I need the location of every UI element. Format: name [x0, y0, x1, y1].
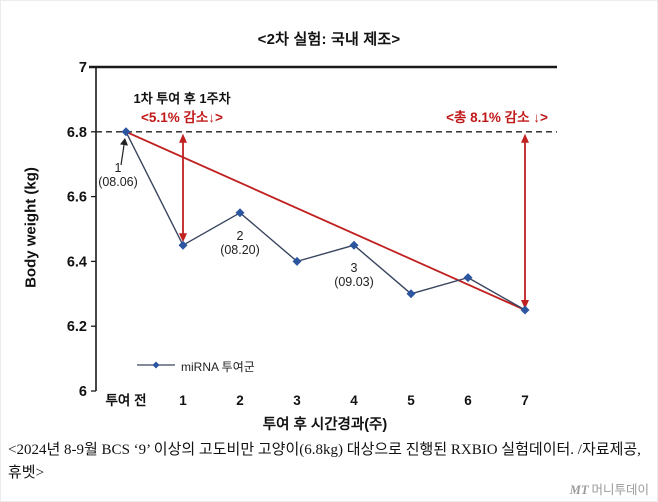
x-tick-label: 투여 전 [105, 392, 146, 408]
point-label-date: (08.06) [98, 175, 138, 189]
x-tick-label: 5 [407, 393, 415, 408]
data-point-marker [520, 305, 530, 315]
y-tick-label: 6.2 [67, 319, 87, 335]
decrease-arrow-week7-head-bottom [521, 300, 529, 309]
legend-label: miRNA 투여군 [181, 360, 255, 374]
data-point-marker [463, 273, 473, 283]
point-label-number: 3 [351, 261, 358, 275]
y-tick-label: 6.8 [67, 125, 87, 141]
y-axis-label: Body weight (kg) [22, 167, 40, 288]
trend-line [125, 130, 526, 311]
point-label-number: 1 [115, 161, 122, 175]
annotation-drop-total-8-1-percent: <총 8.1% 감소 ↓> [446, 110, 548, 125]
data-point-marker [235, 208, 245, 218]
x-tick-label: 4 [350, 393, 358, 408]
y-tick-label: 6.6 [67, 190, 87, 206]
photo-caption: <2024년 8-9월 BCS ‘9’ 이상의 고도비만 고양이(6.8kg) … [8, 442, 641, 481]
first-point-arrow-line [120, 144, 125, 166]
x-tick-label: 2 [236, 393, 244, 408]
decrease-arrow-week7-head-top [521, 133, 529, 143]
x-tick-label: 7 [521, 393, 529, 408]
point-label-date: (09.03) [334, 275, 374, 289]
decrease-arrow-week1-head-top [179, 133, 187, 143]
legend-marker [152, 361, 160, 369]
chart-title: <2차 실험: 국내 제조> [257, 31, 401, 48]
y-tick-label: 6.4 [67, 254, 87, 270]
data-point-marker [349, 240, 359, 250]
annotation-drop-5-1-percent: <5.1% 감소↓> [141, 110, 223, 125]
watermark-text: 머니투데이 [591, 483, 649, 497]
annotation-week1-note: 1차 투여 후 1주차 [133, 91, 231, 106]
decrease-arrow-week1-head-bottom [179, 233, 187, 243]
data-point-marker [178, 240, 188, 250]
y-tick-label: 7 [79, 60, 87, 76]
data-point-marker [292, 256, 302, 266]
x-tick-label: 3 [293, 393, 301, 408]
data-point-marker [406, 289, 416, 299]
x-axis-label: 투여 후 시간경과(주) [262, 417, 388, 433]
data-point-marker [121, 127, 131, 137]
watermark: MT 머니투데이 [570, 479, 649, 498]
point-label-date: (08.20) [220, 243, 260, 257]
x-tick-label: 1 [179, 393, 187, 408]
y-tick-label: 6 [79, 384, 87, 400]
moneytoday-logo: MT [569, 483, 589, 497]
point-label-number: 2 [237, 229, 244, 243]
x-tick-label: 6 [464, 393, 472, 408]
first-point-arrow-head [120, 138, 128, 146]
series-line [125, 131, 526, 311]
